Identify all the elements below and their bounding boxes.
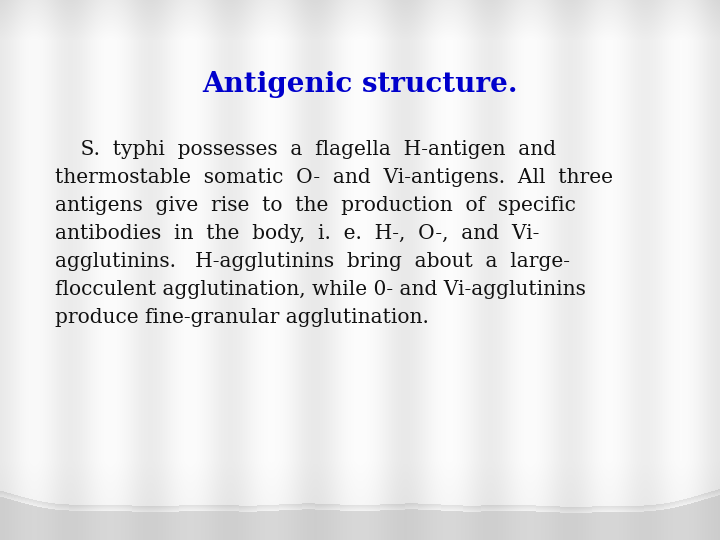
Text: Antigenic structure.: Antigenic structure.	[202, 71, 518, 98]
Text: S.  typhi  possesses  a  flagella  H-antigen  and
thermostable  somatic  O-  and: S. typhi possesses a flagella H-antigen …	[55, 140, 613, 327]
